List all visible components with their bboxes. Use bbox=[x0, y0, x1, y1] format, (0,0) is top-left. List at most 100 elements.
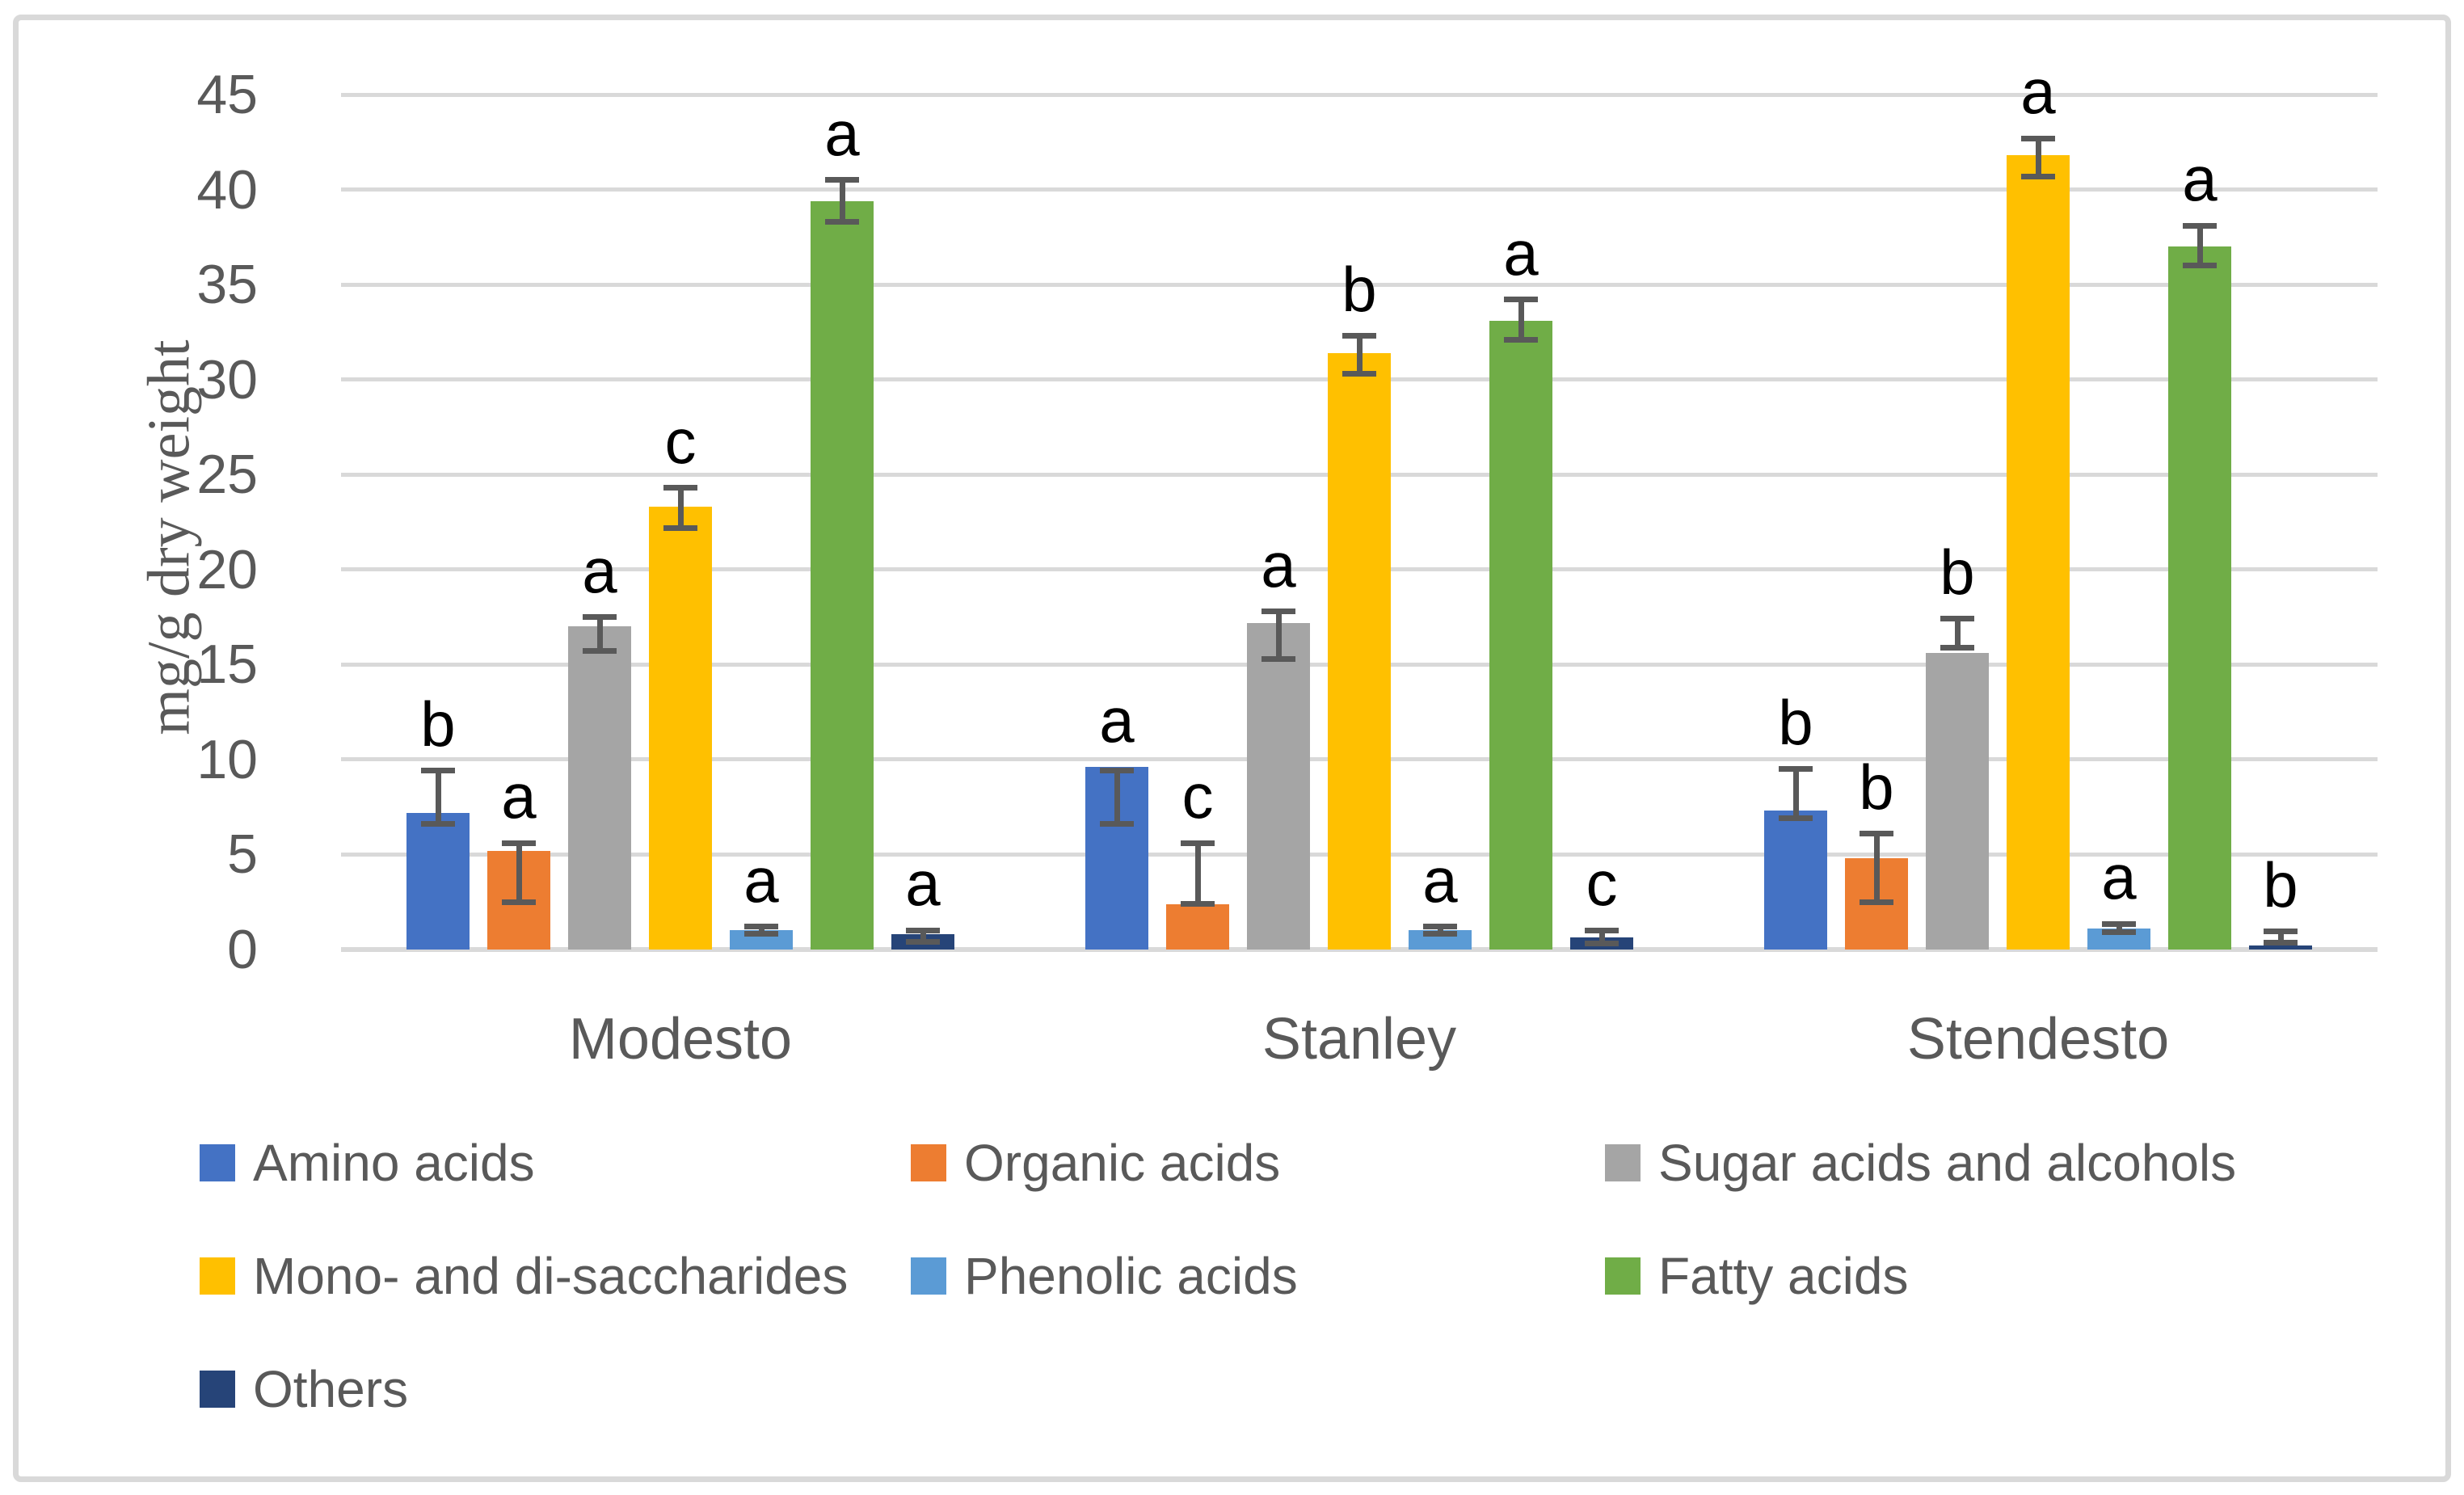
gridline bbox=[341, 282, 2378, 287]
error-bar-cap bbox=[421, 821, 455, 828]
significance-letter: a bbox=[2020, 56, 2056, 128]
legend-label: Others bbox=[253, 1360, 409, 1418]
legend-label: Sugar acids and alcohols bbox=[1658, 1134, 2237, 1192]
error-bar-line bbox=[2197, 225, 2203, 266]
bar-fatty-acids-modesto bbox=[811, 200, 874, 950]
error-bar-cap bbox=[1423, 924, 1457, 930]
category-label-stanley: Stanley bbox=[1261, 1007, 1457, 1072]
significance-letter: a bbox=[582, 534, 617, 606]
significance-letter: b bbox=[420, 688, 456, 760]
error-bar-line bbox=[677, 487, 684, 529]
bar-others-stendesto bbox=[2249, 945, 2312, 950]
error-bar-cap bbox=[1860, 831, 1893, 837]
error-bar-cap bbox=[1181, 901, 1215, 908]
error-bar-cap bbox=[583, 614, 617, 621]
significance-letter: b bbox=[1859, 751, 1894, 823]
error-bar-cap bbox=[663, 485, 697, 491]
error-bar-cap bbox=[2021, 173, 2055, 179]
error-bar-line bbox=[1275, 611, 1282, 659]
error-bar-line bbox=[1792, 769, 1799, 819]
legend-swatch bbox=[1605, 1257, 1641, 1295]
significance-letter: a bbox=[1422, 844, 1458, 916]
significance-letter: b bbox=[1940, 536, 1975, 608]
legend-label: Fatty acids bbox=[1658, 1247, 1909, 1305]
significance-letter: a bbox=[2101, 841, 2137, 913]
error-bar-line bbox=[1356, 335, 1363, 374]
legend-swatch bbox=[200, 1371, 235, 1408]
y-tick-label: 40 bbox=[196, 158, 258, 221]
error-bar-cap bbox=[744, 924, 778, 930]
error-bar-cap bbox=[1779, 766, 1813, 773]
error-bar-cap bbox=[583, 648, 617, 655]
error-bar-line bbox=[1873, 833, 1880, 903]
error-bar-cap bbox=[1261, 609, 1295, 614]
legend-item-others: Others bbox=[200, 1359, 408, 1419]
significance-letter: b bbox=[1342, 253, 1377, 325]
error-bar-line bbox=[920, 930, 926, 942]
bar-fatty-acids-stendesto bbox=[2168, 246, 2231, 950]
legend-item-phenolic-acids: Phenolic acids bbox=[911, 1246, 1298, 1306]
error-bar-cap bbox=[1100, 768, 1134, 774]
error-bar-cap bbox=[1342, 333, 1376, 339]
y-tick-label: 45 bbox=[196, 64, 258, 125]
significance-letter: a bbox=[1099, 684, 1135, 756]
error-bar-line bbox=[2035, 138, 2041, 177]
legend-label: Organic acids bbox=[964, 1134, 1281, 1192]
error-bar-cap bbox=[1940, 644, 1974, 651]
legend-item-mono-and-di-saccharides: Mono- and di-saccharides bbox=[200, 1246, 848, 1306]
y-tick-label: 35 bbox=[196, 254, 258, 316]
y-tick-label: 20 bbox=[196, 538, 258, 600]
significance-letter: c bbox=[1586, 848, 1618, 920]
error-bar-cap bbox=[1940, 616, 1974, 622]
error-bar-cap bbox=[1261, 655, 1295, 662]
error-bar-line bbox=[516, 843, 522, 903]
error-bar-line bbox=[1437, 926, 1443, 933]
significance-letter: a bbox=[905, 848, 941, 920]
significance-letter: a bbox=[743, 844, 779, 916]
bar-mono-and-di-saccharides-stendesto bbox=[2007, 155, 2070, 950]
error-bar-line bbox=[2277, 931, 2284, 943]
error-bar-cap bbox=[2183, 263, 2217, 269]
error-bar-line bbox=[1518, 299, 1524, 340]
error-bar-cap bbox=[2264, 940, 2298, 946]
x-axis-line bbox=[341, 947, 2378, 952]
legend-label: Phenolic acids bbox=[964, 1247, 1298, 1305]
legend-label: Amino acids bbox=[253, 1134, 535, 1192]
error-bar-line bbox=[758, 926, 764, 933]
y-tick-label: 0 bbox=[227, 919, 258, 980]
error-bar-cap bbox=[421, 768, 455, 774]
significance-letter: a bbox=[1503, 217, 1539, 288]
error-bar-cap bbox=[2264, 929, 2298, 935]
error-bar-line bbox=[1598, 930, 1605, 944]
significance-letter: c bbox=[1181, 760, 1214, 832]
bar-mono-and-di-saccharides-stanley bbox=[1328, 352, 1391, 950]
legend-swatch bbox=[911, 1257, 946, 1295]
legend-swatch bbox=[200, 1257, 235, 1295]
error-bar-cap bbox=[1342, 371, 1376, 377]
error-bar-cap bbox=[1585, 941, 1619, 947]
legend-item-sugar-acids-and-alcohols: Sugar acids and alcohols bbox=[1605, 1133, 2236, 1193]
error-bar-cap bbox=[1860, 899, 1893, 905]
error-bar-cap bbox=[1181, 840, 1215, 846]
bar-mono-and-di-saccharides-modesto bbox=[649, 507, 712, 950]
significance-letter: a bbox=[824, 97, 860, 169]
category-label-stendesto: Stendesto bbox=[1906, 1007, 2170, 1072]
error-bar-cap bbox=[502, 840, 536, 846]
error-bar-line bbox=[1194, 843, 1201, 904]
bar-fatty-acids-stanley bbox=[1489, 320, 1552, 950]
error-bar-cap bbox=[2021, 135, 2055, 141]
error-bar-cap bbox=[825, 177, 859, 183]
error-bar-line bbox=[1114, 770, 1120, 824]
error-bar-cap bbox=[1100, 821, 1134, 828]
error-bar-cap bbox=[744, 930, 778, 937]
legend-swatch bbox=[911, 1144, 946, 1181]
significance-letter: b bbox=[1778, 686, 1813, 758]
error-bar-cap bbox=[2102, 929, 2136, 936]
significance-letter: b bbox=[2263, 849, 2298, 920]
error-bar-cap bbox=[906, 927, 940, 933]
gridline bbox=[341, 187, 2378, 192]
error-bar-line bbox=[596, 617, 603, 651]
bar-amino-acids-stendesto bbox=[1764, 811, 1827, 950]
